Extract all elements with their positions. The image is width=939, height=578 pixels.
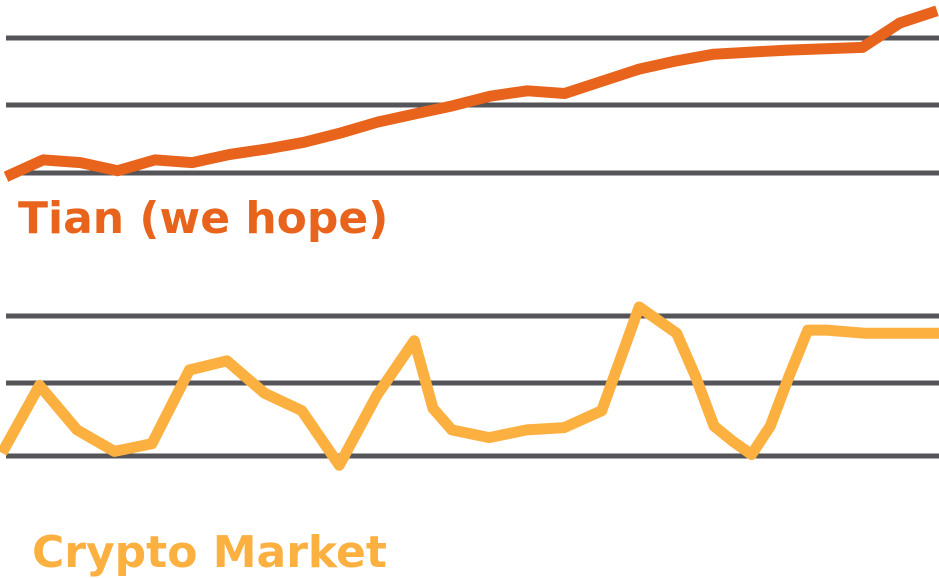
tian-series-line	[3, 5, 939, 182]
bottom-chart: Crypto Market	[0, 301, 939, 578]
tian-series-label: Tian (we hope)	[18, 193, 388, 244]
crypto-series-label: Crypto Market	[32, 527, 387, 578]
top-chart: Tian (we hope)	[3, 5, 939, 244]
crypto-series-line	[0, 301, 939, 471]
